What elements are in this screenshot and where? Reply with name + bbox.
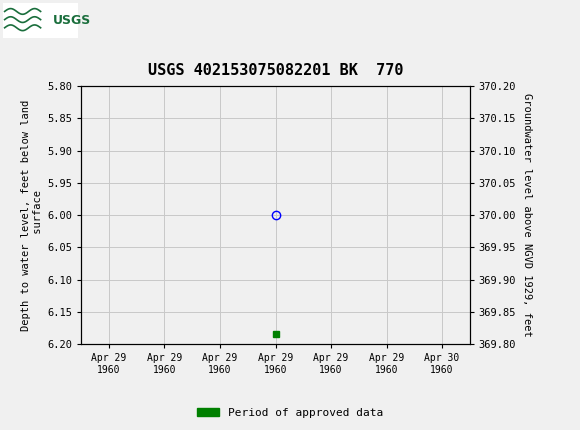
Y-axis label: Depth to water level, feet below land
 surface: Depth to water level, feet below land su… [21, 99, 43, 331]
Legend: Period of approved data: Period of approved data [193, 403, 387, 422]
Title: USGS 402153075082201 BK  770: USGS 402153075082201 BK 770 [148, 63, 403, 78]
Y-axis label: Groundwater level above NGVD 1929, feet: Groundwater level above NGVD 1929, feet [522, 93, 532, 337]
Bar [3, 3, 78, 37]
Text: USGS: USGS [53, 14, 92, 27]
